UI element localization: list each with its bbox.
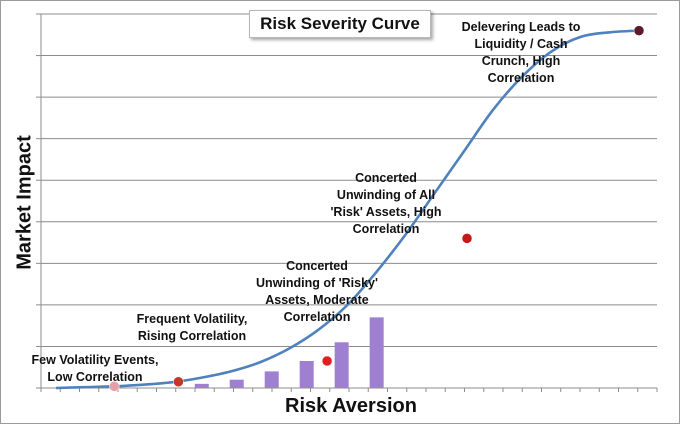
annotation-line: Frequent Volatility, [136,312,248,326]
data-point [461,233,473,244]
annotation-line: Concerted [286,259,348,273]
annotation-line: Rising Correlation [137,329,247,343]
annotation-line: Correlation [487,71,555,85]
annotation-line: Concerted [355,171,417,185]
bar [334,342,349,388]
annotation-line: Delevering Leads to [461,20,581,34]
data-point [633,25,645,36]
bar [299,360,314,388]
bar [264,371,279,388]
axes [36,13,658,392]
annotation-line: Few Volatility Events, [31,353,159,367]
annotation-line: Liquidity / Cash [474,37,568,51]
annotation-line: Low Correlation [47,370,143,384]
y-axis-label: Market Impact [13,135,36,270]
annotation-line: Correlation [352,222,420,236]
annotation-line: Unwinding of 'Risky' [256,276,378,290]
data-point [109,381,120,392]
chart-title: Risk Severity Curve [260,14,420,33]
annotation-risky-assets: Concerted Unwinding of 'Risky' Assets, M… [237,258,397,326]
chart-title-box: Risk Severity Curve [249,10,431,38]
data-point [321,355,333,367]
annotation-line: Assets, Moderate [265,293,369,307]
data-point [173,376,184,388]
annotation-line: Unwinding of All [336,188,436,202]
annotation-line: Correlation [283,310,351,324]
x-axis-label: Risk Aversion [285,395,417,417]
risk-severity-curve-line [55,29,640,390]
annotation-line: 'Risk' Assets, High [330,205,442,219]
annotation-few-volatility: Few Volatility Events, Low Correlation [0,352,191,386]
annotation-line: Crunch, High [481,54,561,68]
annotation-all-risk-assets: Concerted Unwinding of All 'Risk' Assets… [306,170,466,238]
bar [369,317,384,388]
annotation-delevering: Delevering Leads to Liquidity / Cash Cru… [439,19,603,87]
bars [194,317,384,388]
bar [229,379,244,388]
bar [194,383,209,388]
curve-points [109,25,645,392]
annotation-frequent-volatility: Frequent Volatility, Rising Correlation [117,311,267,345]
